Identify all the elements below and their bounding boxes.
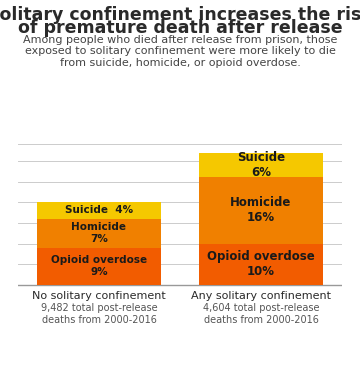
Bar: [199, 153, 323, 177]
Bar: [199, 244, 323, 285]
Text: Homicide
16%: Homicide 16%: [230, 196, 292, 225]
Bar: [37, 202, 161, 219]
Text: Solitary confinement increases the risk: Solitary confinement increases the risk: [0, 6, 360, 24]
Text: Any solitary confinement: Any solitary confinement: [191, 291, 331, 301]
Bar: [37, 219, 161, 248]
Bar: [199, 177, 323, 244]
Text: from suicide, homicide, or opioid overdose.: from suicide, homicide, or opioid overdo…: [59, 58, 301, 68]
Text: Suicide
6%: Suicide 6%: [237, 151, 285, 179]
Text: Among people who died after release from prison, those: Among people who died after release from…: [23, 35, 337, 45]
Text: of premature death after release: of premature death after release: [18, 19, 342, 37]
Text: Homicide
7%: Homicide 7%: [72, 222, 126, 244]
Text: No solitary confinement: No solitary confinement: [32, 291, 166, 301]
Bar: [37, 248, 161, 285]
Text: Opioid overdose
10%: Opioid overdose 10%: [207, 250, 315, 278]
Text: Suicide  4%: Suicide 4%: [65, 206, 133, 215]
Text: 4,604 total post-release
deaths from 2000-2016: 4,604 total post-release deaths from 200…: [203, 303, 319, 325]
Text: Opioid overdose
9%: Opioid overdose 9%: [51, 255, 147, 277]
Text: 9,482 total post-release
deaths from 2000-2016: 9,482 total post-release deaths from 200…: [41, 303, 157, 325]
Text: exposed to solitary confinement were more likely to die: exposed to solitary confinement were mor…: [24, 46, 336, 56]
